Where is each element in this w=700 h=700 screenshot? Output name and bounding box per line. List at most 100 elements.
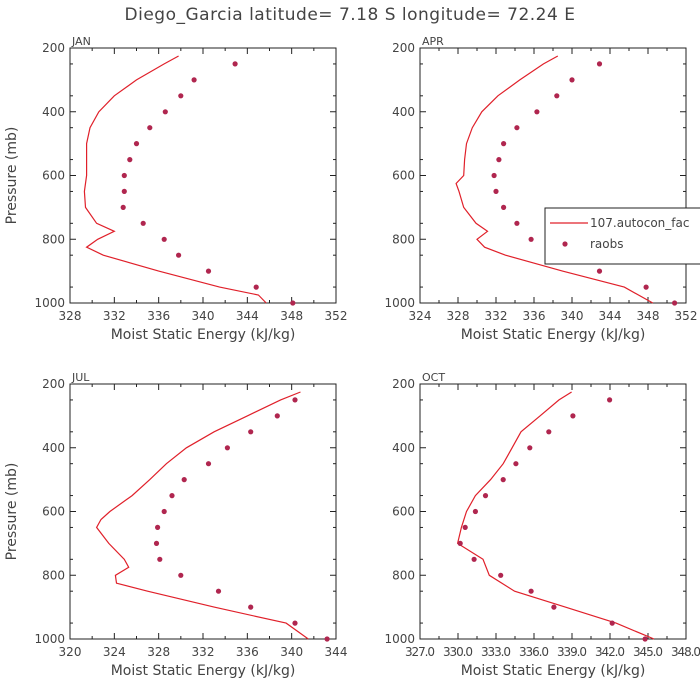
obs-point [121,188,127,194]
obs-point [596,268,603,274]
obs-point [607,397,613,403]
x-tick-label: 320 [59,645,82,659]
y-axis-label: Pressure (mb) [4,127,20,225]
y-axis-label: Pressure (mb) [4,463,20,561]
y-tick-label: 800 [392,568,415,582]
y-tick-label: 400 [42,105,65,119]
x-tick-label: 336 [523,309,546,323]
obs-point [157,556,163,562]
obs-point [527,445,533,451]
x-tick-label: 344 [599,309,622,323]
obs-point [569,77,575,83]
y-tick-label: 1000 [384,632,415,646]
x-tick-label: 345.0 [633,645,663,659]
y-tick-label: 600 [42,169,65,183]
y-tick-label: 600 [42,505,65,519]
obs-point [248,429,254,435]
x-tick-label: 336.0 [519,645,549,659]
obs-point [120,204,126,210]
x-tick-label: 336 [236,645,259,659]
obs-point [493,188,499,194]
x-axis-label: Moist Static Energy (kJ/kg) [111,663,296,679]
x-tick-label: 340 [561,309,584,323]
obs-point [147,125,153,131]
obs-point [181,477,187,483]
y-tick-label: 600 [392,505,415,519]
plot-frame [419,47,687,304]
obs-point [491,172,497,179]
x-tick-label: 348.0 [671,645,700,659]
y-tick-label: 800 [392,232,415,246]
y-tick-label: 200 [42,41,65,55]
obs-point [501,204,507,210]
obs-point [121,172,127,179]
obs-point [290,300,296,306]
obs-point [551,604,557,610]
obs-point [224,445,230,451]
y-tick-label: 800 [42,232,65,246]
figure-title: Diego_Garcia latitude= 7.18 S longitude=… [125,5,576,25]
obs-point [672,300,678,306]
obs-point [153,540,160,547]
obs-point [140,220,146,226]
y-tick-label: 800 [42,568,65,582]
x-tick-label: 348 [280,309,303,323]
obs-point [191,77,197,83]
obs-point [253,284,259,290]
panel-label: APR [422,35,444,48]
x-tick-label: 328 [447,309,470,323]
y-tick-label: 400 [392,441,415,455]
legend-obs-swatch [562,241,568,247]
obs-point [501,141,507,147]
obs-point [498,572,504,578]
obs-point [457,540,463,547]
obs-point [570,413,576,419]
x-axis-label: Moist Static Energy (kJ/kg) [461,327,646,343]
x-tick-label: 324 [409,309,432,323]
obs-point [133,141,140,147]
x-tick-label: 352 [325,309,348,323]
x-tick-label: 340 [280,645,303,659]
obs-point [292,620,298,626]
x-tick-label: 328 [59,309,82,323]
obs-point [596,61,603,67]
y-tick-label: 400 [42,441,65,455]
obs-point [514,125,520,131]
plot-frame [419,383,687,640]
obs-point [500,477,506,483]
obs-point [215,588,222,594]
legend-model-label: 107.autocon_fac [590,216,689,230]
model-series-line [95,391,309,640]
obs-point [482,493,489,499]
obs-point [176,252,182,258]
x-tick-label: 332 [192,645,215,659]
obs-point [161,236,167,242]
x-tick-label: 324 [103,645,126,659]
y-tick-label: 400 [392,105,415,119]
y-tick-label: 1000 [384,296,415,310]
x-axis-label: Moist Static Energy (kJ/kg) [111,327,296,343]
x-tick-label: 344 [236,309,259,323]
obs-point [155,524,161,531]
legend-box [544,207,700,265]
obs-point [546,429,552,435]
obs-point [514,220,520,226]
x-tick-label: 330.0 [443,645,473,659]
x-tick-label: 336 [147,309,170,323]
obs-point [471,556,477,562]
obs-point [472,508,478,515]
model-series-line [83,55,267,304]
obs-point [528,588,534,594]
obs-point [205,461,212,467]
obs-point [528,236,534,242]
obs-point [127,157,133,163]
obs-point [324,636,330,642]
obs-point [534,109,540,115]
x-tick-label: 327.0 [405,645,435,659]
panel-label: JUL [71,371,90,384]
obs-point [161,508,167,515]
